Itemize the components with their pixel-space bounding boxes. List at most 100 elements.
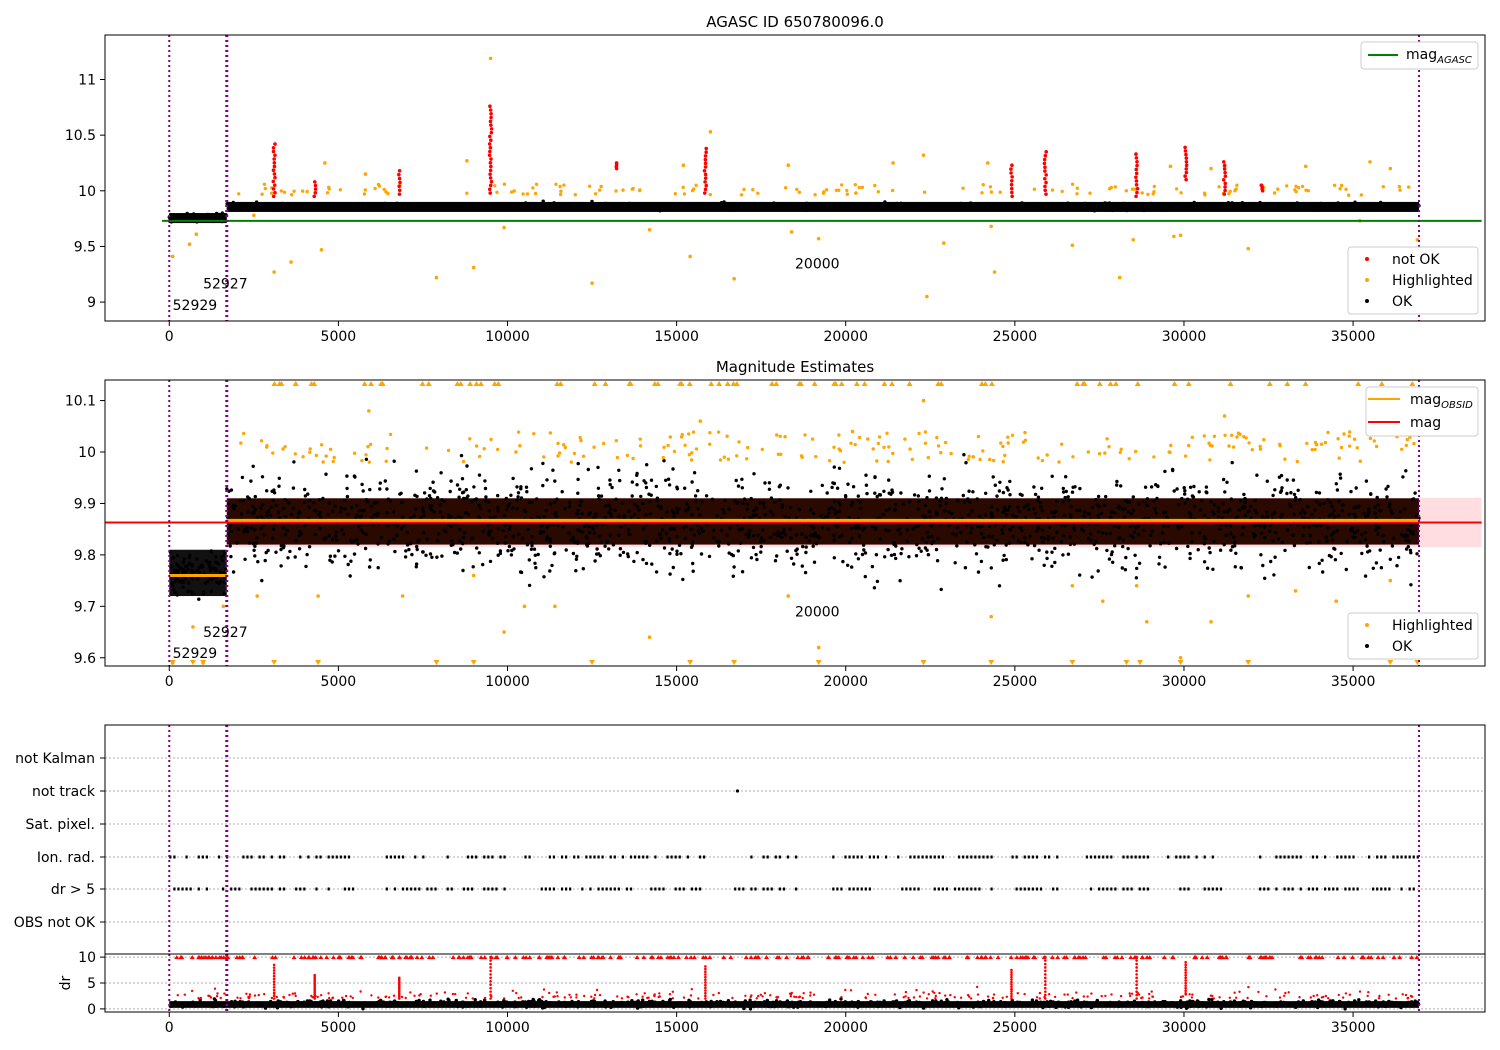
ok-point: [464, 511, 468, 515]
ok-point: [907, 500, 912, 504]
ok-point: [991, 475, 995, 479]
ok-point: [1223, 490, 1227, 494]
dr-ok-point: [313, 1001, 318, 1005]
ok-point: [328, 558, 332, 562]
ok-point: [307, 505, 312, 510]
dr-ok-point: [1346, 1000, 1351, 1004]
ok-point: [516, 495, 520, 499]
ok-point: [627, 528, 631, 532]
dr-ok-point: [1376, 1005, 1381, 1009]
ok-point: [887, 491, 891, 495]
ok-point: [892, 542, 896, 546]
ok-point: [950, 511, 954, 516]
clipped-high-marker: [1185, 381, 1192, 386]
ok-point: [955, 544, 959, 548]
dr-ok-point: [778, 1003, 782, 1008]
dr-ok-point: [1054, 1005, 1058, 1010]
ok-point: [1355, 529, 1360, 533]
ok-point: [1064, 489, 1069, 494]
ok-point: [1145, 503, 1150, 508]
highlighted-point: [1208, 443, 1212, 447]
highlighted-point: [1352, 437, 1357, 441]
ok-point: [1402, 507, 1407, 511]
ok-point: [1391, 536, 1396, 540]
dr-ok-point: [1140, 1000, 1145, 1005]
ok-point: [222, 580, 226, 584]
ok-point: [203, 581, 207, 585]
flag-point: [1267, 887, 1270, 891]
dr-capped-marker: [1341, 955, 1347, 960]
dr-ok-point: [542, 1002, 546, 1006]
dr-ok-point: [917, 1000, 922, 1005]
ok-point: [1162, 208, 1166, 212]
ok-point: [1196, 548, 1200, 552]
flag-point: [295, 887, 298, 891]
dr-ok-point: [172, 1003, 176, 1007]
ok-point: [317, 512, 321, 517]
ok-point: [1149, 485, 1154, 489]
ok-point: [1037, 526, 1041, 531]
flag-point: [654, 855, 657, 859]
flag-point: [698, 855, 702, 859]
highlighted-point: [647, 635, 652, 639]
ok-point: [339, 506, 344, 510]
dr-ok-point: [875, 1000, 880, 1004]
ok-point: [986, 205, 991, 210]
dr-ok-point: [1260, 1004, 1264, 1009]
y-tick-label: 10: [78, 184, 96, 200]
not-ok-point: [488, 134, 492, 139]
ok-point: [675, 510, 679, 515]
flag-point: [1110, 855, 1113, 859]
ok-point: [414, 469, 419, 473]
ok-point: [612, 206, 617, 211]
ok-point: [1352, 512, 1357, 517]
ok-point: [795, 552, 799, 556]
ok-point: [571, 551, 576, 556]
clipped-high-marker: [769, 381, 776, 386]
flag-point: [1134, 855, 1137, 859]
highlighted-point: [1202, 434, 1207, 438]
flag-point: [1203, 855, 1206, 859]
highlighted-point: [1174, 187, 1179, 191]
dr-ok-point: [485, 1003, 490, 1007]
ok-point: [939, 496, 944, 500]
ok-point: [1055, 530, 1059, 534]
ok-point: [780, 535, 784, 540]
ok-point: [1144, 206, 1148, 210]
ok-point: [1061, 490, 1066, 494]
ok-point: [1198, 508, 1203, 512]
ok-point: [214, 211, 219, 216]
dr-capped-marker: [707, 955, 713, 960]
ok-point: [280, 201, 285, 206]
flag-point: [560, 887, 564, 891]
ok-point: [811, 544, 815, 548]
ok-point: [939, 587, 943, 592]
ok-point: [755, 557, 759, 562]
ok-point: [358, 509, 362, 513]
dr-ok-point: [566, 1001, 571, 1005]
highlighted-point: [1140, 191, 1144, 195]
not-ok-point: [1223, 181, 1228, 186]
ok-point: [490, 536, 495, 541]
highlighted-point: [1235, 435, 1239, 439]
highlighted-point: [468, 437, 472, 441]
highlighted-point: [1203, 193, 1207, 197]
dr-ok-point: [344, 1002, 348, 1006]
highlighted-point: [325, 191, 330, 195]
highlighted-point: [976, 434, 981, 439]
ok-point: [1125, 500, 1130, 504]
highlighted-point: [1400, 447, 1404, 451]
clipped-high-marker: [1302, 381, 1309, 386]
dr-ok-point: [999, 1003, 1003, 1007]
ok-point: [1129, 534, 1133, 538]
dr-ok-point: [439, 999, 443, 1003]
not-ok-point: [488, 149, 492, 154]
ok-point: [452, 207, 456, 211]
ok-point: [700, 202, 705, 207]
dr-ok-point: [689, 1000, 693, 1005]
ok-point: [608, 533, 612, 537]
ok-point: [1082, 514, 1086, 518]
highlighted-point: [857, 435, 862, 440]
ok-point: [261, 503, 265, 507]
ok-point: [987, 534, 991, 539]
